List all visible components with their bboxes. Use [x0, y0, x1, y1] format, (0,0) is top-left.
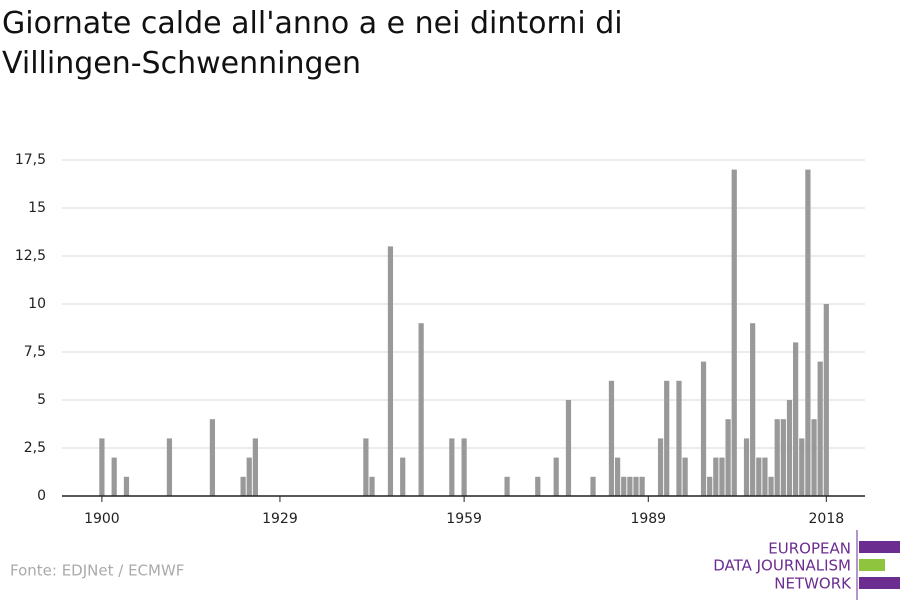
bar [725, 419, 731, 496]
y-tick-label: 15 [28, 200, 46, 216]
x-tick-label: 1959 [446, 511, 482, 527]
bar [719, 457, 725, 496]
x-tick-label: 2018 [809, 511, 845, 527]
bar [553, 457, 559, 496]
y-tick-label: 10 [28, 296, 46, 312]
bar [123, 476, 130, 496]
bar [627, 476, 633, 496]
logo-text: NETWORK [774, 575, 852, 593]
bar [743, 438, 750, 496]
logo-text: EUROPEAN [768, 540, 851, 558]
bar [449, 438, 455, 496]
logo-bar [859, 577, 900, 589]
bar [363, 438, 369, 496]
x-tick-label: 1989 [630, 511, 666, 527]
y-tick-label: 5 [37, 392, 46, 408]
bar [614, 457, 621, 496]
bar [805, 169, 811, 496]
bar [657, 438, 664, 496]
bar [639, 476, 645, 496]
bar [799, 438, 805, 496]
bar [608, 380, 615, 496]
bar [633, 476, 639, 496]
bar [700, 361, 707, 496]
bar [565, 400, 572, 496]
bar [664, 380, 670, 496]
source: Fonte: EDJNet / ECMWF [10, 562, 184, 580]
bar [811, 419, 817, 496]
logo-bar [859, 541, 900, 553]
bar [387, 246, 394, 496]
y-tick-label: 17,5 [15, 152, 46, 168]
bar [418, 323, 424, 496]
logo-bar [859, 559, 885, 571]
y-tick-label: 2,5 [24, 440, 46, 456]
bar [621, 476, 627, 496]
bar [731, 169, 737, 496]
y-tick-label: 12,5 [15, 248, 46, 264]
bar [707, 476, 713, 496]
bar [400, 457, 406, 496]
bar [590, 476, 596, 496]
chart-title: Giornate calde all'anno a e nei dintorni… [2, 6, 623, 81]
bar [504, 476, 510, 496]
bar [756, 457, 762, 496]
x-tick-label: 1929 [262, 511, 298, 527]
bar [166, 438, 173, 496]
bar [823, 304, 829, 496]
bar [713, 457, 719, 496]
bar [252, 438, 258, 496]
bar [369, 476, 375, 496]
bar [676, 380, 682, 496]
bar [240, 476, 246, 496]
bar [750, 323, 756, 496]
x-tick-label: 1900 [84, 511, 120, 527]
y-tick-label: 0 [37, 488, 46, 504]
logo-text: DATA JOURNALISM [713, 557, 851, 575]
bar [111, 457, 117, 496]
bar [682, 457, 688, 496]
y-tick-label: 7,5 [24, 344, 46, 360]
bar [246, 457, 252, 496]
bar [99, 438, 105, 496]
bar [762, 457, 768, 496]
bar [768, 476, 774, 496]
bar [780, 419, 786, 496]
bar [786, 400, 793, 496]
bar [817, 361, 823, 496]
bar [209, 419, 216, 496]
bar [461, 438, 467, 496]
bar [793, 342, 799, 496]
bar [774, 419, 780, 496]
bar [535, 476, 541, 496]
